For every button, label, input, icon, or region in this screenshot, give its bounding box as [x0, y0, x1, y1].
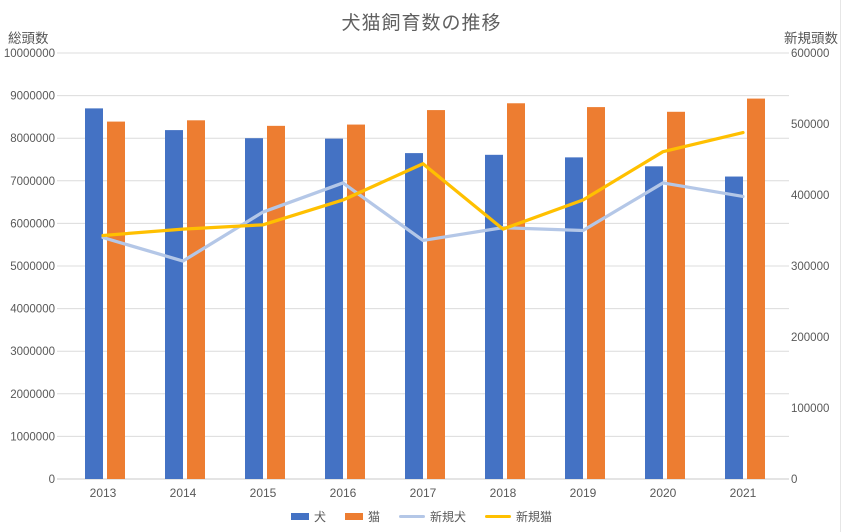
left-axis-tick-label: 6000000 [10, 218, 55, 230]
x-axis-label: 2013 [90, 486, 117, 500]
left-axis-tick-label: 0 [49, 474, 55, 486]
bar-犬-2020 [645, 166, 663, 480]
left-axis-tick-label: 9000000 [10, 91, 55, 103]
x-axis-label: 2020 [650, 486, 677, 500]
x-axis-label: 2018 [490, 486, 517, 500]
chart-title: 犬猫飼育数の推移 [341, 13, 502, 34]
line-新規犬 [101, 181, 745, 263]
right-axis-tick-label: 600000 [791, 48, 829, 60]
bar-犬-2014 [165, 130, 183, 479]
bar-猫-2014 [187, 120, 205, 480]
right-axis-tick-label: 0 [791, 474, 797, 486]
legend-item-新規犬: 新規犬 [399, 508, 466, 525]
bar-猫-2015 [267, 125, 285, 479]
legend-item-猫: 猫 [344, 508, 380, 525]
left-axis-tick-label: 5000000 [10, 261, 55, 273]
bar-猫-2016 [347, 124, 365, 480]
left-axis-tick-label: 7000000 [10, 176, 55, 188]
right-axis-tick-label: 500000 [791, 119, 829, 131]
bar-犬-2015 [245, 138, 263, 479]
bar-猫-2017 [427, 110, 445, 480]
bar-猫-2013 [107, 121, 125, 479]
right-axis-tick-label: 100000 [791, 403, 829, 415]
legend-item-犬: 犬 [290, 508, 326, 525]
left-axis-tick-label: 1000000 [10, 431, 55, 443]
bar-犬-2019 [565, 157, 583, 479]
x-axis-label: 2017 [410, 486, 437, 500]
legend-bar-swatch [344, 513, 363, 520]
bar-犬-2021 [725, 176, 743, 480]
right-axis-tick-label: 200000 [791, 332, 829, 344]
bar-犬-2016 [325, 138, 343, 479]
left-axis-tick-label: 2000000 [10, 389, 55, 401]
x-axis-label: 2015 [250, 486, 277, 500]
bar-猫-2021 [747, 98, 765, 479]
x-axis-label: 2016 [330, 486, 357, 500]
legend-label: 犬 [313, 510, 326, 524]
right-axis-title: 新規頭数 [784, 31, 838, 46]
x-axis-label: 2021 [730, 486, 757, 500]
bar-犬-2018 [485, 154, 503, 479]
bar-猫-2019 [587, 107, 605, 480]
bar-犬-2013 [85, 108, 103, 479]
bar-犬-2017 [405, 153, 423, 480]
legend: 犬 猫 新規犬 新規猫 [0, 508, 843, 525]
right-axis-tick-label: 300000 [791, 261, 829, 273]
legend-line-swatch [399, 515, 425, 518]
x-axis-label: 2014 [170, 486, 197, 500]
left-axis-title: 総頭数 [8, 31, 49, 46]
bar-猫-2020 [667, 111, 685, 480]
line-新規猫 [101, 130, 745, 238]
left-axis-tick-label: 10000000 [4, 48, 55, 60]
bar-猫-2018 [507, 103, 525, 479]
left-axis-tick-label: 3000000 [10, 346, 55, 358]
x-axis-label: 2019 [570, 486, 597, 500]
legend-label: 新規猫 [516, 510, 553, 524]
window-edge-divider [840, 0, 841, 532]
left-axis-tick-label: 8000000 [10, 133, 55, 145]
left-axis-tick-label: 4000000 [10, 304, 55, 316]
right-axis-tick-label: 400000 [791, 190, 829, 202]
legend-line-swatch [485, 515, 512, 518]
legend-label: 新規犬 [430, 510, 467, 524]
legend-item-新規猫: 新規猫 [485, 508, 552, 525]
legend-label: 猫 [367, 510, 380, 524]
legend-bar-swatch [290, 513, 309, 520]
